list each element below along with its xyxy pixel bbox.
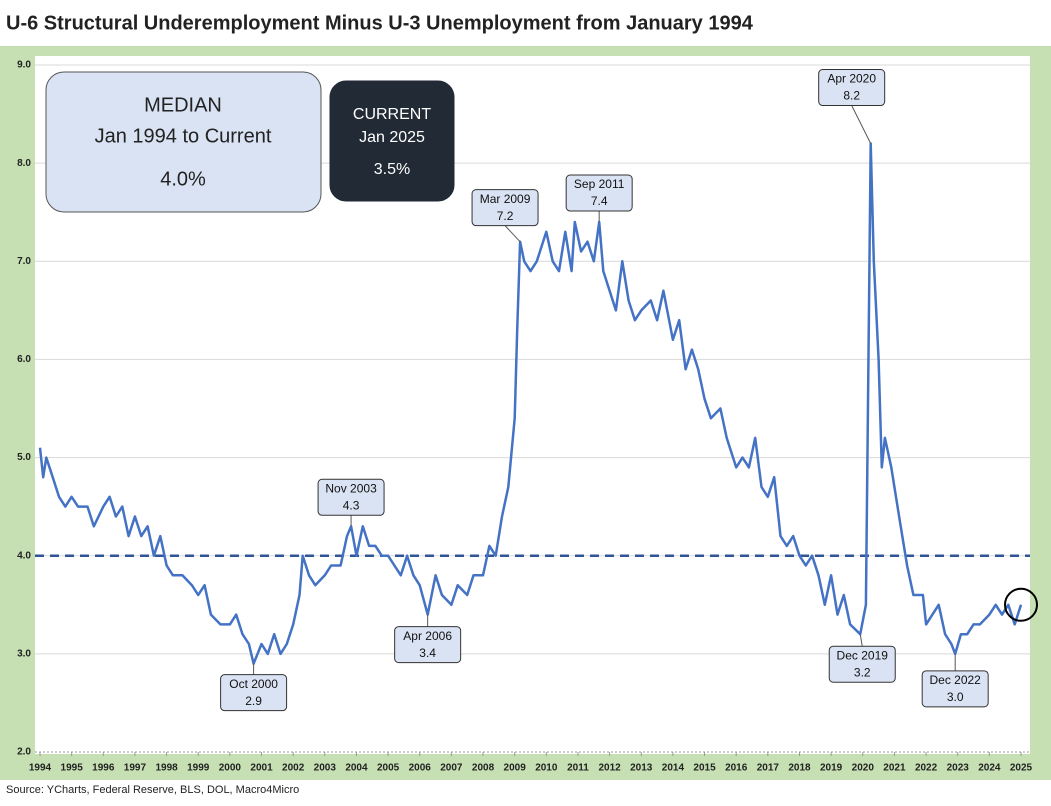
current-marker (1004, 587, 1038, 622)
x-tick-label: 2003 (314, 763, 337, 774)
median-value: 4.0% (160, 168, 206, 190)
annotation-date: Nov 2003 (325, 481, 377, 495)
x-tick-label: 2004 (345, 763, 368, 774)
annotation-date: Mar 2009 (480, 192, 531, 206)
x-tick-label: 2021 (883, 763, 906, 774)
x-tick-label: 2013 (630, 763, 653, 774)
annotation-value: 7.2 (497, 209, 514, 223)
x-tick-label: 2018 (788, 763, 811, 774)
annotation-box (317, 478, 385, 516)
x-tick-label: 2005 (377, 763, 400, 774)
x-tick-label: 2012 (598, 763, 621, 774)
current-period: Jan 2025 (359, 129, 425, 146)
x-tick-label: 2019 (820, 763, 843, 774)
x-tick-label: 2009 (504, 763, 527, 774)
annotation-box (921, 670, 989, 708)
annotation-box (828, 645, 896, 683)
annotation-date: Dec 2019 (837, 648, 889, 662)
x-tick-label: 1994 (29, 763, 52, 774)
chart-title: U-6 Structural Underemployment Minus U-3… (6, 12, 754, 34)
annotation-leader (859, 634, 863, 647)
annotation-box (394, 626, 462, 664)
x-tick-label: 2007 (440, 763, 463, 774)
title-bar (0, 0, 1051, 46)
annotation-date: Dec 2022 (929, 673, 981, 687)
current-title: CURRENT (353, 106, 431, 123)
annotation-box (565, 174, 633, 212)
y-tick-label: 7.0 (17, 256, 31, 267)
y-tick-label: 9.0 (17, 60, 31, 71)
x-tick-label: 2002 (282, 763, 305, 774)
median-title: MEDIAN (144, 94, 222, 116)
annotation-value: 7.4 (591, 194, 608, 208)
y-tick-label: 4.0 (17, 550, 31, 561)
annotation-box (471, 189, 539, 227)
annotation-value: 3.2 (854, 665, 871, 679)
median-box (45, 71, 322, 213)
x-tick-label: 1997 (124, 763, 147, 774)
x-tick-label: 2017 (757, 763, 780, 774)
x-tick-label: 1998 (155, 763, 178, 774)
y-tick-label: 8.0 (17, 158, 31, 169)
x-tick-label: 2023 (947, 763, 970, 774)
x-tick-label: 2025 (1010, 763, 1033, 774)
annotation-value: 3.0 (947, 690, 964, 704)
x-tick-label: 2011 (567, 763, 589, 774)
x-tick-label: 1999 (187, 763, 210, 774)
series-line (38, 142, 1023, 665)
annotation-date: Sep 2011 (574, 177, 625, 191)
x-tick-label: 2024 (978, 763, 1001, 774)
source-bar (0, 780, 1051, 806)
x-tick-label: 2008 (472, 763, 495, 774)
y-tick-label: 3.0 (17, 648, 31, 659)
x-tick-label: 2016 (725, 763, 748, 774)
y-tick-label: 6.0 (17, 354, 31, 365)
annotation-box (818, 69, 886, 107)
annotation-value: 8.2 (843, 89, 860, 103)
annotation-leader (504, 225, 521, 242)
x-tick-label: 2000 (219, 763, 242, 774)
annotation-value: 3.4 (419, 646, 436, 660)
current-box (329, 80, 455, 202)
x-tick-label: 2015 (693, 763, 716, 774)
x-tick-label: 2020 (852, 763, 875, 774)
x-tick-label: 2014 (662, 763, 685, 774)
x-tick-label: 2006 (409, 763, 432, 774)
annotation-date: Apr 2020 (827, 72, 876, 86)
annotation-box (220, 674, 288, 712)
x-tick-label: 1996 (92, 763, 115, 774)
current-value: 3.5% (374, 161, 410, 178)
x-tick-label: 2001 (250, 763, 273, 774)
y-tick-label: 2.0 (17, 747, 31, 758)
median-period: Jan 1994 to Current (95, 125, 272, 147)
x-tick-label: 2022 (915, 763, 938, 774)
annotation-value: 4.3 (343, 498, 360, 512)
source: Source: YCharts, Federal Reserve, BLS, D… (6, 784, 299, 796)
x-tick-label: 2010 (535, 763, 558, 774)
annotation-date: Apr 2006 (403, 629, 452, 643)
x-tick-label: 1995 (61, 763, 84, 774)
annotation-leader (851, 105, 872, 144)
annotation-date: Oct 2000 (229, 677, 278, 691)
annotation-value: 2.9 (245, 694, 262, 708)
y-tick-label: 5.0 (17, 452, 31, 463)
